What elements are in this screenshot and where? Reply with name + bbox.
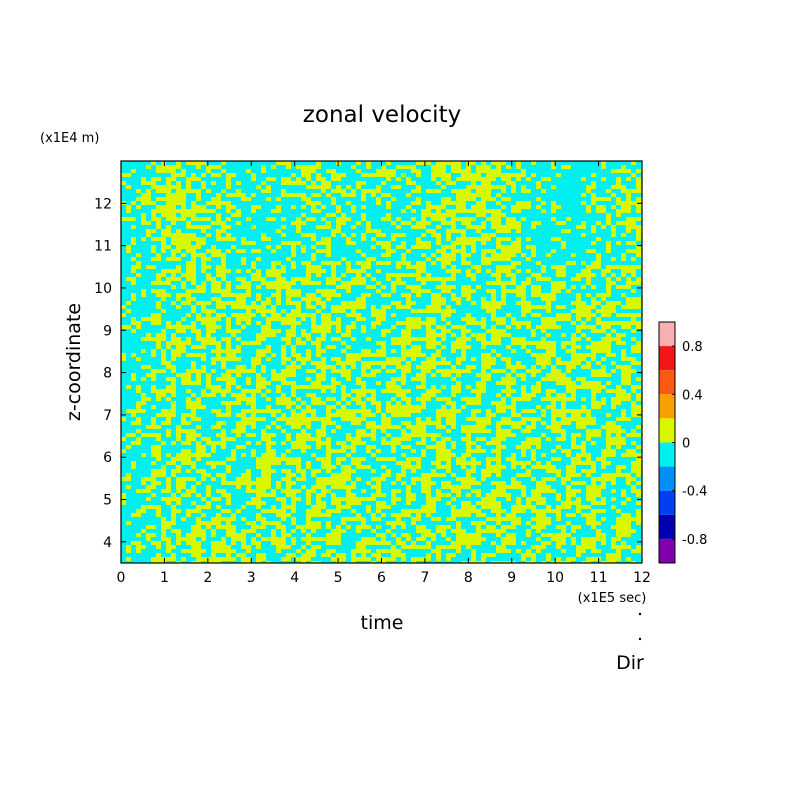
x-tick-label: 2: [203, 570, 212, 586]
colorbar-swatch: [659, 346, 675, 371]
colorbar-tick-label: -0.4: [682, 485, 707, 500]
colorbar-tick-label: -0.8: [682, 533, 707, 548]
colorbar-swatch: [659, 322, 675, 347]
x-tick-label: 4: [290, 570, 299, 586]
colorbar-swatch: [659, 394, 675, 419]
colorbar-swatch: [659, 514, 675, 539]
x-tick-label: 12: [633, 570, 651, 586]
y-tick-label: 10: [94, 281, 112, 297]
y-tick-label: 7: [103, 408, 112, 424]
x-tick-label: 9: [507, 570, 516, 586]
x-axis-label: time: [361, 612, 404, 634]
chart-title: zonal velocity: [303, 102, 461, 128]
x-tick-label: 0: [117, 570, 126, 586]
x-tick-label: 5: [334, 570, 343, 586]
y-tick-label: 6: [103, 450, 112, 466]
positive-velocity-region: [121, 161, 642, 563]
y-tick-label: 11: [94, 239, 112, 255]
x-tick-label: 6: [377, 570, 386, 586]
colorbar-swatch: [659, 538, 675, 563]
colorbar-swatch: [659, 442, 675, 467]
colorbar-tick-label: 0: [682, 437, 690, 452]
y-tick-label: 5: [103, 493, 112, 509]
x-tick-label: 1: [160, 570, 169, 586]
heatmap-field: [121, 161, 642, 563]
x-tick-label: 8: [464, 570, 473, 586]
colorbar-tick-label: 0.8: [682, 340, 703, 355]
colorbar-swatch: [659, 418, 675, 443]
colorbar-swatch: [659, 490, 675, 515]
x-tick-label: 7: [420, 570, 429, 586]
x-tick-label: 10: [546, 570, 564, 586]
x-unit-label: (x1E5 sec): [578, 591, 647, 606]
y-tick-label: 12: [94, 196, 112, 212]
x-axis: 0 1 2 3 4 5 6 7 8 9 10 11 12: [117, 161, 651, 586]
y-unit-label: (x1E4 m): [40, 131, 99, 146]
y-axis: 4 5 6 7 8 9 10 11 12: [94, 196, 642, 551]
colorbar: 0.8 0.4 0 -0.4 -0.8: [658, 321, 707, 564]
y-tick-label: 8: [103, 366, 112, 382]
marker-dot: [638, 637, 642, 641]
colorbar-swatch: [659, 466, 675, 491]
y-tick-label: 4: [103, 535, 112, 551]
x-tick-label: 11: [590, 570, 608, 586]
colorbar-tick-label: 0.4: [682, 388, 703, 403]
y-tick-label: 9: [103, 323, 112, 339]
marker-dot: [638, 612, 642, 616]
y-axis-label: z-coordinate: [63, 303, 85, 421]
colorbar-swatch: [659, 370, 675, 395]
footer-label: Dir: [616, 652, 644, 674]
x-tick-label: 3: [247, 570, 256, 586]
